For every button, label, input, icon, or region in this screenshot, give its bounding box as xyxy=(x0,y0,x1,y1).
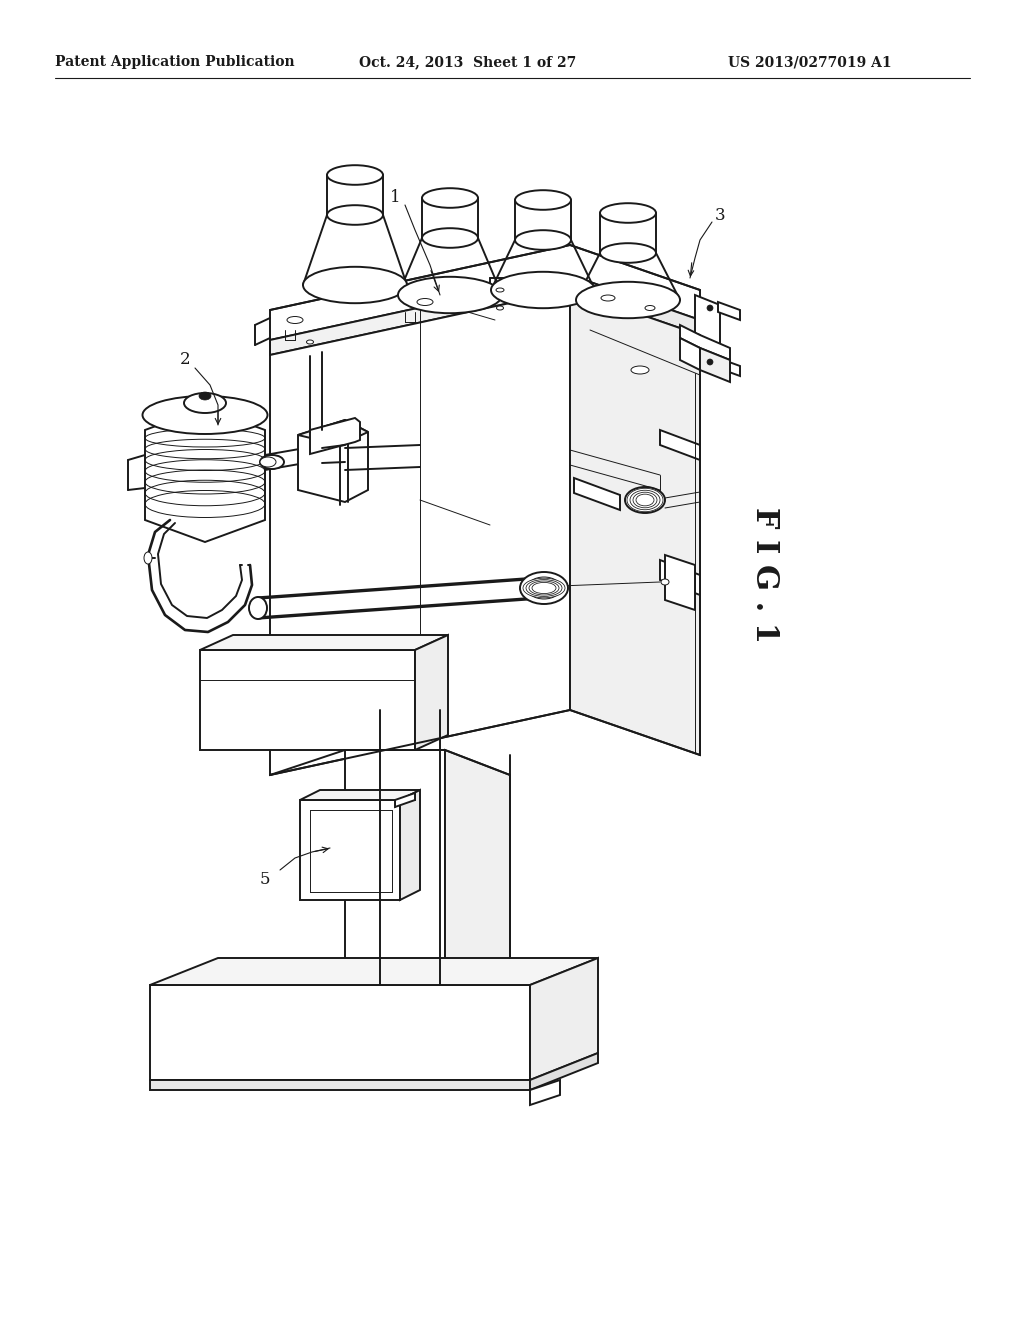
Polygon shape xyxy=(150,1080,530,1090)
Polygon shape xyxy=(395,793,415,807)
Ellipse shape xyxy=(600,243,656,263)
Ellipse shape xyxy=(184,393,226,413)
Polygon shape xyxy=(718,358,740,376)
Polygon shape xyxy=(300,800,400,900)
Ellipse shape xyxy=(398,277,502,313)
Polygon shape xyxy=(530,1080,560,1105)
Ellipse shape xyxy=(662,579,669,585)
Ellipse shape xyxy=(627,488,663,512)
Polygon shape xyxy=(298,420,368,445)
Ellipse shape xyxy=(520,572,568,605)
Polygon shape xyxy=(200,635,449,649)
Polygon shape xyxy=(400,789,420,900)
Polygon shape xyxy=(700,348,730,381)
Polygon shape xyxy=(200,649,415,750)
Ellipse shape xyxy=(287,317,303,323)
Polygon shape xyxy=(150,985,530,1080)
Ellipse shape xyxy=(144,552,152,564)
Ellipse shape xyxy=(422,189,478,207)
Ellipse shape xyxy=(303,267,407,304)
Text: 5: 5 xyxy=(260,871,270,888)
Polygon shape xyxy=(665,554,695,610)
Ellipse shape xyxy=(327,165,383,185)
Ellipse shape xyxy=(523,578,565,598)
Polygon shape xyxy=(310,418,360,454)
Text: Patent Application Publication: Patent Application Publication xyxy=(55,55,295,69)
Ellipse shape xyxy=(636,494,654,506)
Ellipse shape xyxy=(645,305,655,310)
Polygon shape xyxy=(270,275,570,355)
Ellipse shape xyxy=(633,492,657,508)
Polygon shape xyxy=(680,325,730,360)
Polygon shape xyxy=(570,275,700,335)
Polygon shape xyxy=(530,958,598,1080)
Polygon shape xyxy=(300,789,420,800)
Ellipse shape xyxy=(527,577,561,599)
Ellipse shape xyxy=(142,396,267,434)
Polygon shape xyxy=(530,1053,598,1090)
Ellipse shape xyxy=(526,579,562,597)
Text: Oct. 24, 2013  Sheet 1 of 27: Oct. 24, 2013 Sheet 1 of 27 xyxy=(359,55,577,69)
Ellipse shape xyxy=(601,294,615,301)
Ellipse shape xyxy=(532,582,556,594)
Ellipse shape xyxy=(422,228,478,248)
Polygon shape xyxy=(445,750,510,1010)
Polygon shape xyxy=(695,294,720,370)
Polygon shape xyxy=(415,635,449,750)
Polygon shape xyxy=(270,246,700,341)
Polygon shape xyxy=(660,560,700,595)
Ellipse shape xyxy=(631,366,649,374)
Text: 1: 1 xyxy=(390,190,400,206)
Polygon shape xyxy=(270,290,570,775)
Ellipse shape xyxy=(260,455,284,469)
Ellipse shape xyxy=(515,190,571,210)
Polygon shape xyxy=(145,408,265,543)
Ellipse shape xyxy=(490,272,595,308)
Text: F I G . 1: F I G . 1 xyxy=(750,507,780,643)
Ellipse shape xyxy=(630,490,660,510)
Ellipse shape xyxy=(496,288,504,292)
Polygon shape xyxy=(718,302,740,319)
Ellipse shape xyxy=(249,597,267,619)
Ellipse shape xyxy=(625,487,665,513)
Ellipse shape xyxy=(707,359,713,366)
Text: 2: 2 xyxy=(179,351,190,368)
Ellipse shape xyxy=(306,341,313,345)
Polygon shape xyxy=(150,958,598,985)
Ellipse shape xyxy=(497,306,504,310)
Ellipse shape xyxy=(707,305,713,312)
Polygon shape xyxy=(570,290,700,755)
Polygon shape xyxy=(660,430,700,459)
Polygon shape xyxy=(680,338,700,370)
Ellipse shape xyxy=(515,230,571,249)
Ellipse shape xyxy=(575,281,680,318)
Text: 3: 3 xyxy=(715,206,725,223)
Polygon shape xyxy=(574,478,620,510)
Polygon shape xyxy=(345,750,445,985)
Ellipse shape xyxy=(529,581,559,595)
Ellipse shape xyxy=(417,298,433,305)
Ellipse shape xyxy=(260,457,276,467)
Ellipse shape xyxy=(199,392,211,400)
Ellipse shape xyxy=(327,205,383,224)
Polygon shape xyxy=(298,420,368,502)
Text: US 2013/0277019 A1: US 2013/0277019 A1 xyxy=(728,55,892,69)
Ellipse shape xyxy=(600,203,656,223)
